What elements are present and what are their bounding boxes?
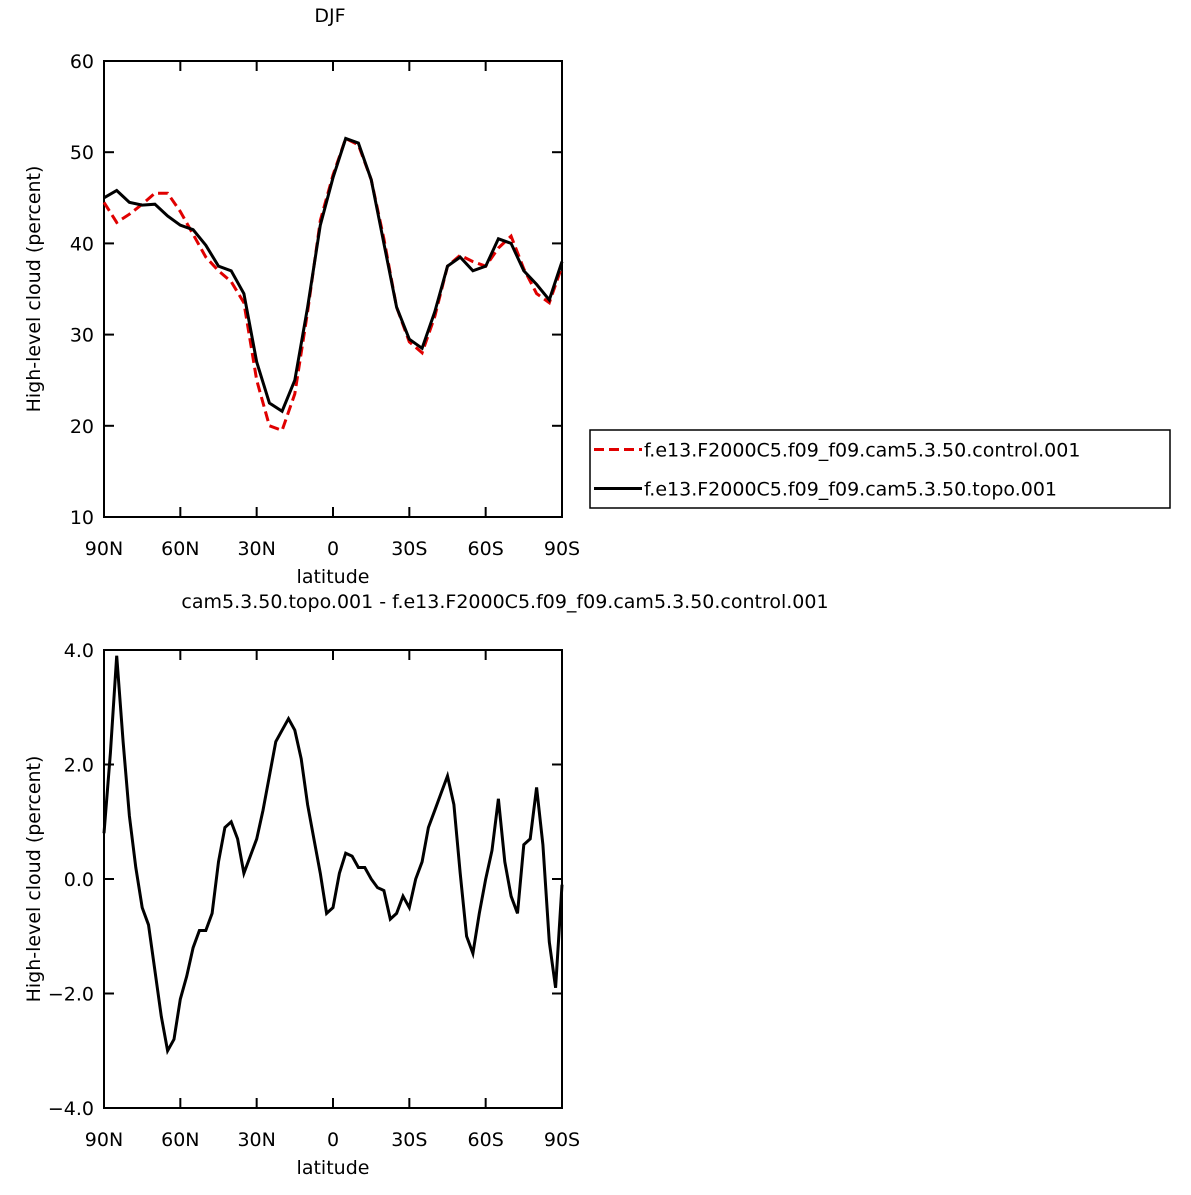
x-axis-label: latitude [297,566,370,588]
x-tick-label: 60S [468,538,504,560]
x-axis-label: latitude [297,1157,370,1179]
x-tick-label: 90S [544,1129,580,1151]
y-tick-label: 60 [70,51,94,73]
y-tick-label: 0.0 [64,869,94,891]
x-tick-label: 30N [237,1129,275,1151]
x-tick-label: 90S [544,538,580,560]
x-tick-label: 90N [85,1129,123,1151]
y-tick-label: 2.0 [64,755,94,777]
x-tick-label: 60S [468,1129,504,1151]
x-tick-label: 0 [327,538,339,560]
chart-title: DJF [314,5,345,27]
chart-title: cam5.3.50.topo.001 - f.e13.F2000C5.f09_f… [181,591,828,613]
x-tick-label: 60N [161,1129,199,1151]
x-tick-label: 60N [161,538,199,560]
series-line [102,655,564,1056]
y-tick-label: 4.0 [64,640,94,662]
x-tick-label: 90N [85,538,123,560]
y-tick-label: 40 [70,233,94,255]
y-axis-label: High-level cloud (percent) [23,756,45,1003]
legend-label: f.e13.F2000C5.f09_f09.cam5.3.50.control.… [644,440,1080,462]
y-tick-label: −4.0 [48,1098,94,1120]
x-tick-label: 0 [327,1129,339,1151]
legend-label: f.e13.F2000C5.f09_f09.cam5.3.50.topo.001 [644,479,1057,501]
y-tick-label: 50 [70,142,94,164]
series-line [103,136,564,414]
x-tick-label: 30N [237,538,275,560]
plot-frame [103,60,563,518]
y-tick-label: 30 [70,325,94,347]
x-tick-label: 30S [391,538,427,560]
legend-box [589,429,1171,509]
y-tick-label: 10 [70,507,94,529]
y-tick-label: −2.0 [48,984,94,1006]
y-tick-label: 20 [70,416,94,438]
x-tick-label: 30S [391,1129,427,1151]
y-axis-label: High-level cloud (percent) [23,166,45,413]
